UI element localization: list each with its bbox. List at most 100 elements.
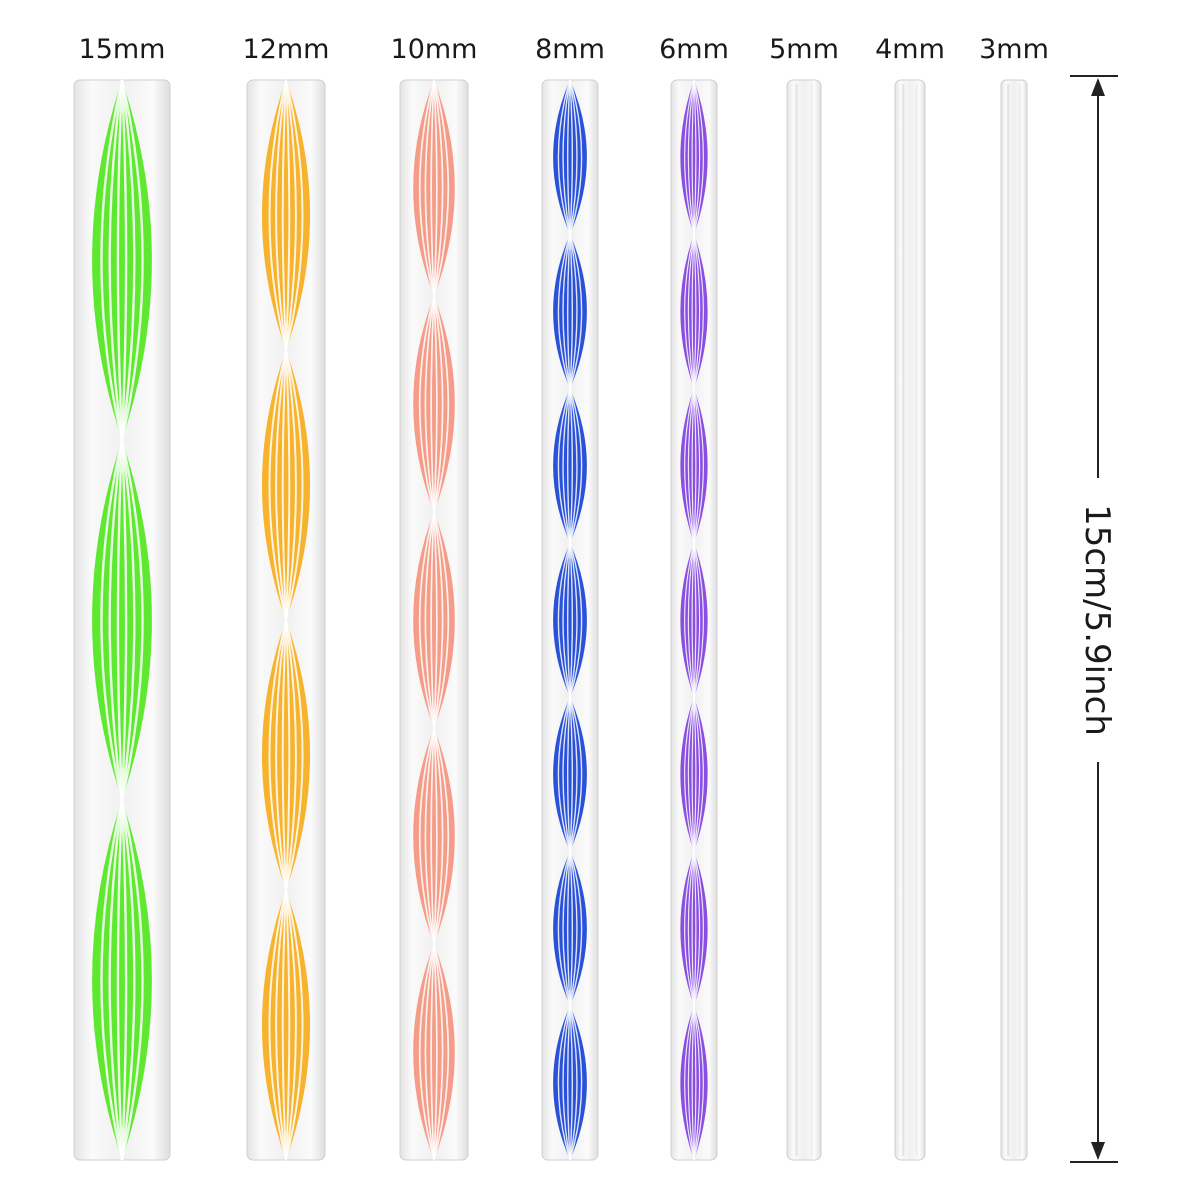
stripe [433, 943, 450, 1161]
arrow-down-icon [1091, 1142, 1105, 1160]
stripe [693, 697, 704, 852]
stripe [433, 511, 438, 729]
stripe [418, 943, 435, 1161]
stripe [566, 542, 571, 698]
stripe [285, 619, 291, 891]
stripe [557, 1005, 571, 1161]
stripe [120, 79, 144, 441]
stripe [693, 388, 704, 543]
twist-pattern [413, 79, 455, 1161]
stripe [120, 439, 144, 801]
stripe [557, 79, 571, 235]
stripe [557, 542, 571, 698]
stripe [684, 234, 695, 389]
stripe [562, 79, 571, 235]
stripe [569, 79, 583, 235]
stripe [693, 542, 704, 698]
stripe [285, 889, 297, 1161]
stripe [569, 79, 578, 235]
stripe [100, 439, 124, 801]
stripe [684, 79, 695, 235]
stripe [100, 799, 124, 1161]
rod-label: 12mm [243, 34, 330, 65]
stripe [275, 349, 287, 621]
rod-6mm: 6mm [659, 34, 729, 1161]
stripe [268, 619, 287, 891]
stripe [275, 79, 287, 351]
rod-label: 6mm [659, 34, 729, 65]
stripe [430, 943, 435, 1161]
stripe [569, 79, 574, 235]
rod-label: 10mm [391, 34, 478, 65]
stripe [433, 295, 450, 513]
stripe [557, 696, 571, 852]
stripe [557, 234, 571, 389]
twist-pattern [92, 79, 152, 1161]
stripe [569, 542, 574, 698]
stripe [285, 349, 297, 621]
stripe [684, 1005, 695, 1161]
stripe [275, 889, 287, 1161]
stripe [569, 1005, 583, 1161]
stripe [433, 511, 444, 729]
length-label: 15cm/5.9inch [1077, 504, 1117, 736]
stripe [433, 295, 444, 513]
stripe [562, 1005, 571, 1161]
stripe [433, 79, 444, 297]
stripe [120, 439, 136, 801]
stripe [433, 943, 444, 1161]
stripe [120, 799, 144, 1161]
stripe [693, 697, 701, 852]
rod-4mm: 4mm [875, 34, 945, 1161]
stripe [285, 349, 304, 621]
stripe [566, 234, 571, 389]
stripe [569, 542, 583, 698]
stripe [562, 388, 571, 543]
stripe [281, 349, 287, 621]
rods-group: 15mm 12mm 10mm 8mm 6mm 5mm 4mm 3mm [73, 34, 1049, 1161]
stripe [433, 79, 450, 297]
stripe [569, 388, 583, 544]
stripe [285, 79, 304, 351]
stripe [562, 851, 571, 1006]
rod-body [786, 79, 822, 1161]
stripe [424, 727, 435, 945]
stripe [693, 1005, 701, 1161]
stripe [433, 727, 450, 945]
stripe [433, 727, 438, 945]
stripe [569, 234, 583, 389]
stripe [569, 851, 578, 1006]
rod-label: 8mm [535, 34, 605, 65]
stripe [693, 79, 704, 235]
stripe [569, 234, 574, 389]
stripe [285, 79, 297, 351]
stripe [569, 388, 578, 543]
stripe [430, 295, 435, 513]
stripe [275, 619, 287, 891]
rod-body [894, 79, 926, 1161]
stripe [430, 511, 435, 729]
stripe [693, 697, 697, 852]
stripe [569, 851, 583, 1006]
rod-3mm: 3mm [979, 34, 1049, 1161]
twist-pattern [680, 79, 708, 1161]
stripe [281, 889, 287, 1161]
stripe [566, 79, 571, 235]
stripe [120, 799, 136, 1161]
rod-label: 5mm [769, 34, 839, 65]
stripe [418, 511, 435, 729]
stripe [562, 542, 571, 698]
stripe [687, 1005, 695, 1161]
stripe [687, 851, 695, 1006]
rod-8mm: 8mm [535, 34, 605, 1161]
stripe [100, 79, 124, 441]
stripe [418, 295, 435, 513]
stripe [569, 388, 574, 543]
stripe [424, 511, 435, 729]
rod-10mm: 10mm [391, 34, 478, 1161]
stripe [116, 799, 124, 1161]
stripe [566, 388, 571, 543]
stripe [418, 79, 435, 297]
stripe [281, 79, 287, 351]
